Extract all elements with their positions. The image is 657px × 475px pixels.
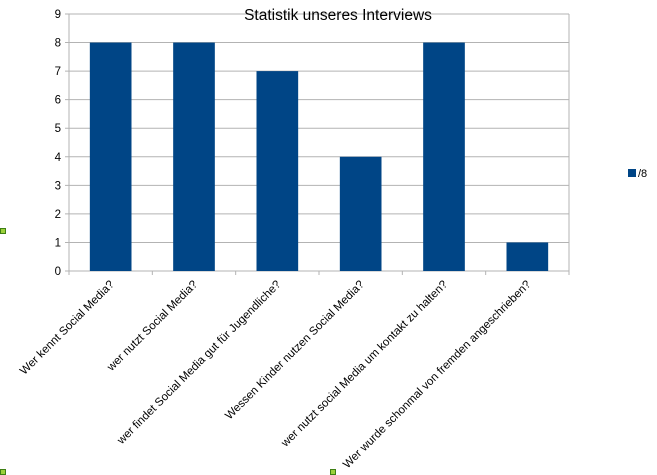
y-tick-label: 2 <box>55 209 61 221</box>
y-tick-label: 0 <box>55 266 61 278</box>
bars <box>89 42 549 271</box>
y-tick-label: 3 <box>55 180 61 192</box>
x-tick-label: Wer kennt Social Media? <box>18 279 117 378</box>
bar <box>173 42 215 271</box>
y-axis-tick-labels: 0 1 2 3 4 5 6 7 8 9 <box>55 9 62 278</box>
selection-handle[interactable] <box>0 228 6 234</box>
gridlines <box>65 13 570 275</box>
selection-handle[interactable] <box>0 469 6 475</box>
y-tick-label: 6 <box>55 95 61 107</box>
legend-swatch <box>628 169 636 177</box>
bar <box>339 156 382 271</box>
bar <box>506 242 549 271</box>
x-tick-label: Wer wurde schonmal von fremden angeschri… <box>341 279 533 471</box>
y-tick-label: 4 <box>55 152 62 164</box>
bar <box>89 42 132 271</box>
y-tick-label: 5 <box>55 123 61 135</box>
x-tick-label: Wessen Kinder nutzen Social Media? <box>223 279 366 422</box>
x-tick-label: wer nutzt Social Media? <box>105 279 201 375</box>
selection-handle[interactable] <box>330 469 336 475</box>
chart-title: Statistik unseres Interviews <box>244 7 432 24</box>
y-tick-label: 7 <box>55 66 61 78</box>
y-tick-label: 8 <box>55 38 61 50</box>
x-tick-label: wer findet Social Media gut für Jugendli… <box>115 279 284 448</box>
y-tick-label: 9 <box>55 9 61 21</box>
x-axis-tick-labels: Wer kennt Social Media?wer nutzt Social … <box>18 279 533 471</box>
y-tick-label: 1 <box>55 237 61 249</box>
bar <box>256 71 299 271</box>
legend-label: /8 <box>638 168 647 180</box>
bar <box>423 42 465 271</box>
x-tick-label: wer nutzt social Media um kontakt zu hal… <box>279 279 450 450</box>
legend: /8 <box>628 168 647 180</box>
